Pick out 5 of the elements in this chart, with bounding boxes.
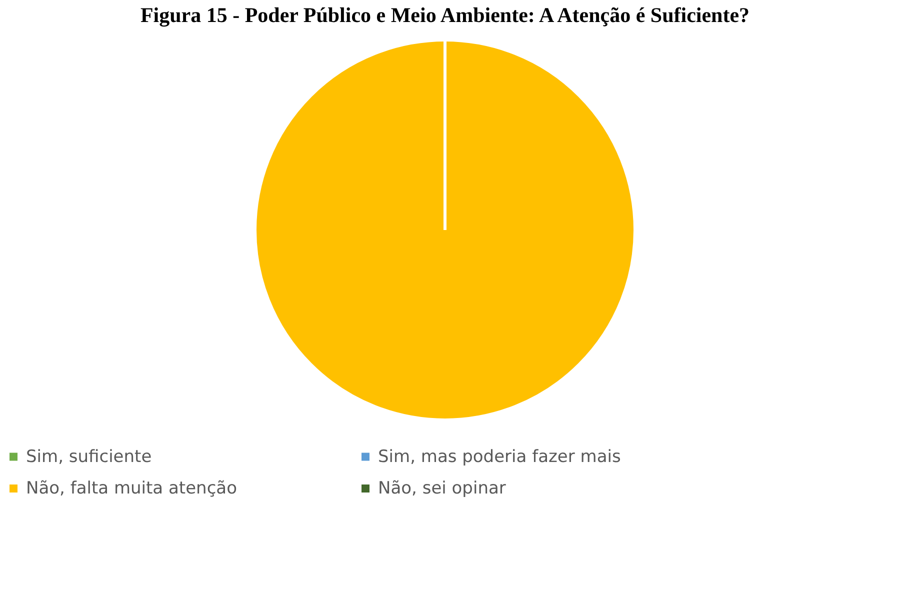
legend-label: Sim, mas poderia fazer mais (378, 446, 621, 467)
legend-label: Sim, suficiente (26, 446, 152, 467)
legend-label: Não, sei opinar (378, 478, 506, 498)
legend-label: Não, falta muita atenção (26, 478, 237, 498)
chart-title: Figura 15 - Poder Público e Meio Ambiente: A Atenção é Suficiente? (140, 3, 750, 27)
